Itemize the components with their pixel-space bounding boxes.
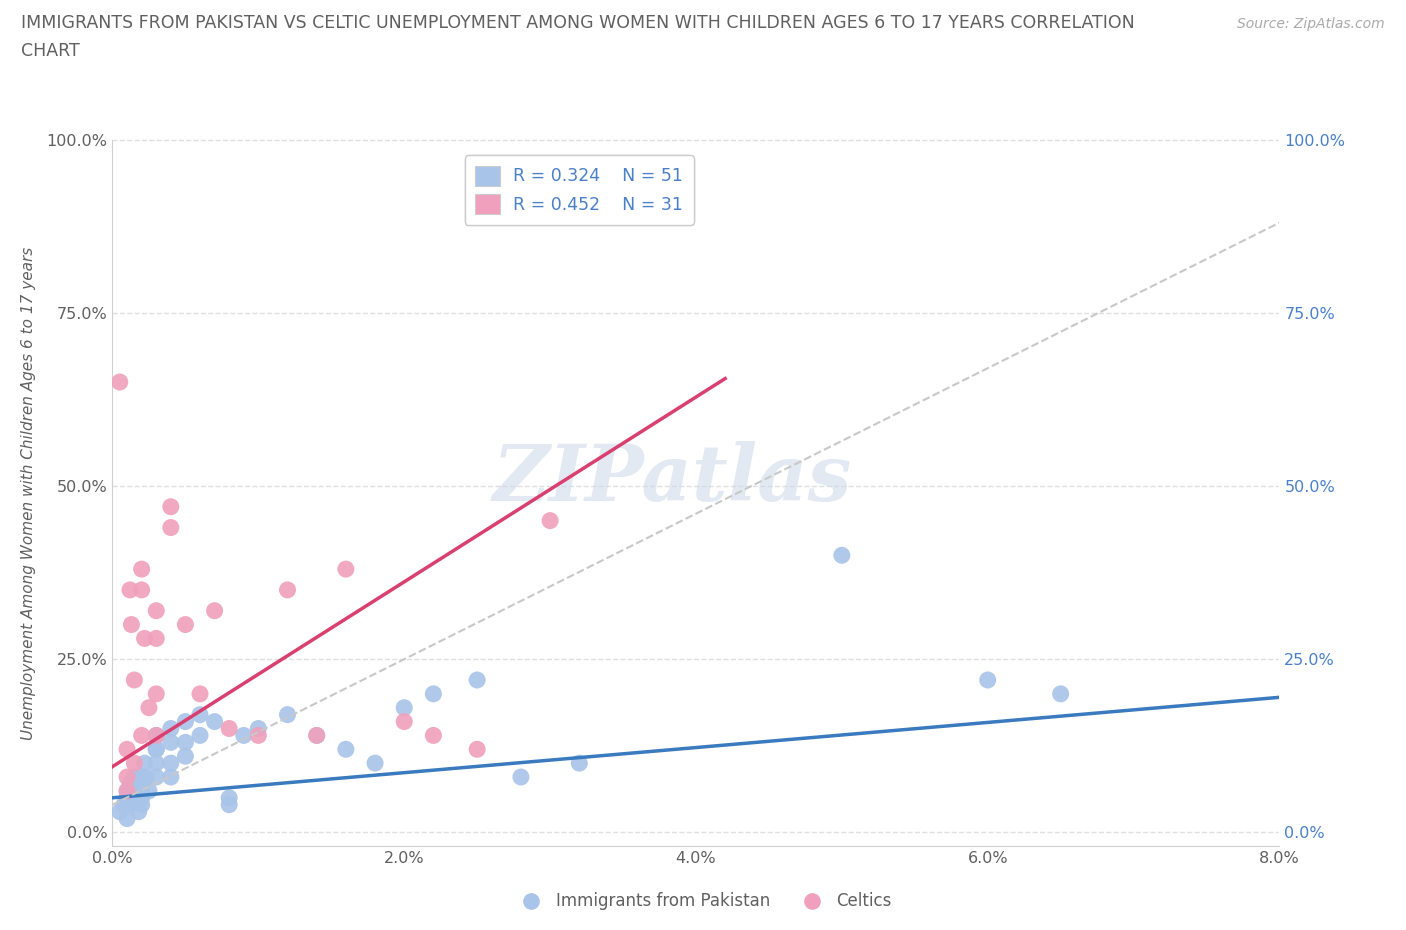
Point: [124, 769, 146, 784]
Point: [364, 756, 387, 771]
Point: [276, 707, 298, 722]
Point: [128, 804, 150, 819]
Legend: R = 0.324    N = 51, R = 0.452    N = 31: R = 0.324 N = 51, R = 0.452 N = 31: [465, 155, 693, 225]
Point: [115, 769, 138, 784]
Point: [188, 707, 211, 722]
Point: [160, 499, 183, 514]
Point: [115, 790, 138, 805]
Point: [145, 769, 167, 784]
Point: [422, 686, 444, 701]
Y-axis label: Unemployment Among Women with Children Ages 6 to 17 years: Unemployment Among Women with Children A…: [21, 246, 35, 739]
Point: [204, 604, 226, 618]
Point: [145, 686, 167, 701]
Point: [188, 686, 211, 701]
Point: [218, 790, 240, 805]
Point: [112, 797, 135, 812]
Point: [120, 618, 142, 632]
Point: [160, 735, 183, 750]
Point: [115, 742, 138, 757]
Point: [135, 769, 157, 784]
Point: [218, 797, 240, 812]
Point: [174, 714, 197, 729]
Point: [305, 728, 328, 743]
Point: [131, 790, 153, 805]
Point: [465, 742, 488, 757]
Point: [392, 714, 416, 729]
Point: [145, 631, 167, 645]
Point: [392, 700, 416, 715]
Point: [335, 742, 357, 757]
Point: [131, 797, 153, 812]
Point: [131, 728, 153, 743]
Point: [145, 604, 167, 618]
Point: [138, 783, 160, 798]
Point: [145, 728, 167, 743]
Text: ZIPatlas: ZIPatlas: [494, 441, 852, 517]
Point: [1049, 686, 1071, 701]
Point: [131, 769, 153, 784]
Legend: Immigrants from Pakistan, Celtics: Immigrants from Pakistan, Celtics: [508, 885, 898, 917]
Point: [831, 548, 853, 563]
Point: [108, 804, 131, 819]
Point: [138, 700, 160, 715]
Point: [145, 756, 167, 771]
Point: [145, 742, 167, 757]
Point: [115, 783, 138, 798]
Point: [115, 783, 138, 798]
Text: IMMIGRANTS FROM PAKISTAN VS CELTIC UNEMPLOYMENT AMONG WOMEN WITH CHILDREN AGES 6: IMMIGRANTS FROM PAKISTAN VS CELTIC UNEMP…: [21, 14, 1135, 32]
Point: [509, 769, 531, 784]
Point: [276, 582, 298, 597]
Point: [118, 777, 141, 791]
Point: [174, 618, 197, 632]
Point: [188, 728, 211, 743]
Point: [131, 582, 153, 597]
Point: [134, 756, 156, 771]
Point: [160, 769, 183, 784]
Point: [108, 375, 131, 390]
Point: [124, 756, 146, 771]
Point: [124, 672, 146, 687]
Point: [247, 721, 270, 736]
Point: [568, 756, 591, 771]
Point: [124, 783, 146, 798]
Point: [134, 631, 156, 645]
Point: [174, 735, 197, 750]
Point: [465, 672, 488, 687]
Point: [115, 811, 138, 826]
Text: Source: ZipAtlas.com: Source: ZipAtlas.com: [1237, 17, 1385, 31]
Point: [204, 714, 226, 729]
Point: [131, 783, 153, 798]
Point: [120, 797, 142, 812]
Point: [145, 742, 167, 757]
Point: [305, 728, 328, 743]
Point: [976, 672, 998, 687]
Point: [422, 728, 444, 743]
Point: [160, 520, 183, 535]
Point: [131, 777, 153, 791]
Text: CHART: CHART: [21, 42, 80, 60]
Point: [118, 582, 141, 597]
Point: [538, 513, 561, 528]
Point: [160, 756, 183, 771]
Point: [335, 562, 357, 577]
Point: [145, 728, 167, 743]
Point: [124, 790, 146, 805]
Point: [232, 728, 254, 743]
Point: [120, 790, 142, 805]
Point: [174, 749, 197, 764]
Point: [218, 721, 240, 736]
Point: [160, 721, 183, 736]
Point: [131, 562, 153, 577]
Point: [247, 728, 270, 743]
